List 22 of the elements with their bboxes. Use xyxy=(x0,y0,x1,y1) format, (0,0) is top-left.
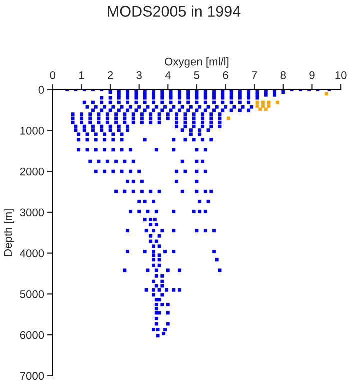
y-tick-label: 5000 xyxy=(20,290,44,298)
y-tick-label: 6000 xyxy=(20,331,44,340)
y-axis-title: Depth [m] xyxy=(4,210,14,256)
x-axis-title: Oxygen [ml/l] xyxy=(165,58,229,68)
x-tick-label: 2 xyxy=(108,71,114,80)
x-tick-label: 9 xyxy=(310,71,315,80)
y-tick-label: 0 xyxy=(38,86,44,94)
y-tick-label: 1000 xyxy=(20,126,44,135)
x-tick-label: 6 xyxy=(223,71,228,80)
x-tick-label: 0 xyxy=(50,71,56,80)
x-tick-label: 1 xyxy=(79,72,84,80)
x-tick-label: 10 xyxy=(336,71,347,80)
x-tick-label: 5 xyxy=(194,72,200,80)
y-tick-label: 2000 xyxy=(20,168,44,176)
x-tick-label: 4 xyxy=(165,72,171,80)
chart-title: MODS2005 in 1994 xyxy=(108,6,241,17)
x-tick-label: 8 xyxy=(280,71,286,80)
x-tick-label: 3 xyxy=(136,71,142,80)
y-tick-label: 4000 xyxy=(20,250,44,258)
y-tick-label: 7000 xyxy=(20,372,44,380)
y-tick-label: 3000 xyxy=(20,208,44,217)
x-tick-label: 7 xyxy=(252,72,258,80)
